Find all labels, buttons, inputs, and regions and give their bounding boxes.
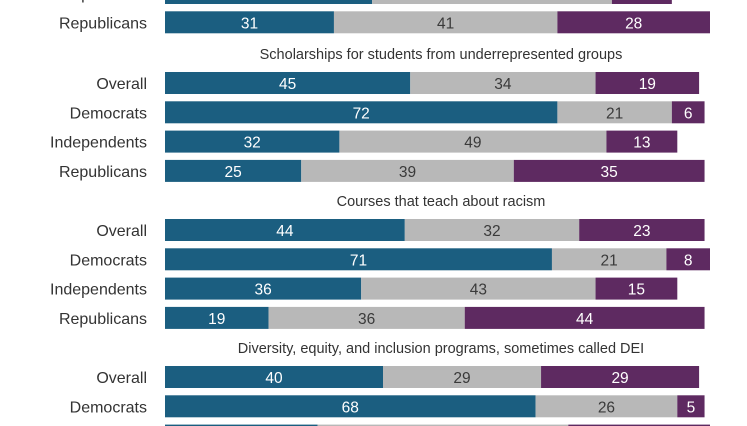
category-label: Independents [50, 0, 147, 3]
category-label: Democrats [70, 399, 147, 416]
group-title: Courses that teach about racism [337, 194, 546, 210]
bar-segment [513, 159, 705, 182]
data-label: 40 [265, 370, 283, 387]
category-label: Republicans [59, 164, 147, 181]
bar-segment [301, 159, 514, 182]
bar-segment [677, 395, 705, 418]
category-label: Overall [96, 223, 147, 240]
group-title: Scholarships for students from underrepr… [260, 47, 623, 63]
bar-segment [165, 101, 558, 124]
bar-segment [165, 424, 318, 426]
data-label: 15 [628, 282, 645, 299]
data-label: 29 [453, 370, 470, 387]
bar-segment [666, 248, 710, 271]
data-label: 32 [244, 135, 261, 152]
bar-segment [579, 219, 705, 241]
data-label: 19 [639, 76, 656, 93]
data-label: 25 [225, 164, 242, 181]
data-label: 44 [576, 311, 594, 328]
data-label: 28 [625, 15, 642, 32]
category-label: Democrats [70, 252, 147, 269]
category-label: Independents [50, 282, 147, 299]
bar-segment [165, 366, 383, 388]
bar-segment [165, 130, 340, 153]
bar-segment [165, 395, 536, 418]
data-label: 36 [254, 282, 271, 299]
data-label: 71 [350, 252, 367, 269]
category-label: Democrats [70, 105, 147, 122]
bar-segment [361, 277, 596, 300]
bar-segment [557, 11, 710, 34]
category-label: Independents [50, 135, 147, 152]
bar-segment [165, 11, 334, 34]
bar-segment [404, 219, 580, 241]
bar-segment [165, 0, 373, 4]
bar-segment [165, 72, 411, 94]
bar-segment [165, 277, 362, 300]
data-label: 49 [464, 135, 481, 152]
data-label: 35 [601, 164, 618, 181]
category-label: Overall [96, 370, 147, 387]
data-label: 21 [601, 252, 618, 269]
bar-segment [165, 219, 405, 241]
data-label: 45 [279, 76, 296, 93]
data-label: 6 [684, 105, 693, 122]
data-label: 38 [260, 0, 277, 3]
data-label: 32 [483, 223, 500, 240]
bar-segment [333, 11, 558, 34]
bar-segment [595, 72, 700, 94]
bar-segment [339, 130, 607, 153]
bar-segment [165, 248, 552, 271]
bar-segment [551, 248, 667, 271]
data-label: 23 [633, 223, 650, 240]
data-label: 41 [437, 15, 454, 32]
category-label: Overall [96, 76, 147, 93]
data-label: 44 [483, 0, 501, 3]
bar-segment [611, 0, 672, 4]
data-label: 26 [598, 399, 615, 416]
bar-segment [595, 277, 678, 300]
bar-segment [606, 130, 678, 153]
data-label: 36 [358, 311, 375, 328]
data-label: 8 [684, 252, 693, 269]
data-label: 5 [687, 399, 696, 416]
data-label: 19 [208, 311, 225, 328]
data-label: 11 [634, 0, 650, 3]
bar-segment [268, 306, 465, 329]
bar-segment [165, 306, 269, 329]
bar-segment [557, 101, 672, 124]
data-label: 39 [399, 164, 416, 181]
group-title: Diversity, equity, and inclusion program… [238, 341, 644, 357]
bar-segment [383, 366, 542, 388]
data-label: 34 [494, 76, 512, 93]
data-label: 29 [611, 370, 628, 387]
bar-segment [541, 366, 700, 388]
data-label: 31 [241, 15, 258, 32]
bar-segment [372, 0, 612, 4]
data-label: 13 [633, 135, 650, 152]
data-label: 72 [353, 105, 370, 122]
bar-segment [165, 159, 302, 182]
category-label: Republicans [59, 311, 147, 328]
data-label: 21 [606, 105, 623, 122]
bar-segment [568, 424, 710, 426]
bar-segment [671, 101, 705, 124]
data-label: 68 [342, 399, 359, 416]
bar-segment [410, 72, 596, 94]
data-label: 44 [276, 223, 294, 240]
bar-segment [464, 306, 705, 329]
bar-segment [535, 395, 678, 418]
category-label: Republicans [59, 15, 147, 32]
bar-segment [317, 424, 569, 426]
data-label: 43 [470, 282, 487, 299]
